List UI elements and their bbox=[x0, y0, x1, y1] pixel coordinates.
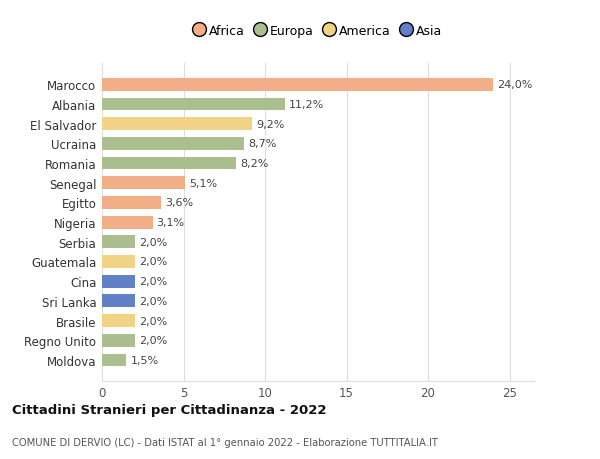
Text: 8,7%: 8,7% bbox=[248, 139, 276, 149]
Text: 2,0%: 2,0% bbox=[139, 237, 167, 247]
Bar bbox=[102, 118, 252, 131]
Bar bbox=[102, 334, 134, 347]
Legend: Africa, Europa, America, Asia: Africa, Europa, America, Asia bbox=[189, 20, 447, 43]
Text: 3,1%: 3,1% bbox=[157, 218, 185, 228]
Text: 3,6%: 3,6% bbox=[165, 198, 193, 208]
Text: 2,0%: 2,0% bbox=[139, 257, 167, 267]
Bar bbox=[102, 314, 134, 327]
Text: 2,0%: 2,0% bbox=[139, 277, 167, 286]
Text: 1,5%: 1,5% bbox=[131, 355, 158, 365]
Bar bbox=[102, 216, 152, 229]
Text: 9,2%: 9,2% bbox=[256, 119, 284, 129]
Text: 5,1%: 5,1% bbox=[189, 178, 217, 188]
Bar bbox=[102, 98, 284, 111]
Text: 8,2%: 8,2% bbox=[240, 159, 268, 168]
Bar bbox=[102, 78, 493, 91]
Text: 2,0%: 2,0% bbox=[139, 316, 167, 326]
Bar bbox=[102, 275, 134, 288]
Bar bbox=[102, 236, 134, 249]
Bar bbox=[102, 256, 134, 269]
Bar bbox=[102, 354, 127, 367]
Text: 11,2%: 11,2% bbox=[289, 100, 324, 110]
Bar bbox=[102, 177, 185, 190]
Bar bbox=[102, 157, 236, 170]
Text: 2,0%: 2,0% bbox=[139, 336, 167, 346]
Text: COMUNE DI DERVIO (LC) - Dati ISTAT al 1° gennaio 2022 - Elaborazione TUTTITALIA.: COMUNE DI DERVIO (LC) - Dati ISTAT al 1°… bbox=[12, 437, 438, 447]
Text: Cittadini Stranieri per Cittadinanza - 2022: Cittadini Stranieri per Cittadinanza - 2… bbox=[12, 403, 326, 416]
Bar bbox=[102, 295, 134, 308]
Text: 24,0%: 24,0% bbox=[497, 80, 533, 90]
Bar bbox=[102, 196, 161, 209]
Text: 2,0%: 2,0% bbox=[139, 296, 167, 306]
Bar bbox=[102, 138, 244, 151]
